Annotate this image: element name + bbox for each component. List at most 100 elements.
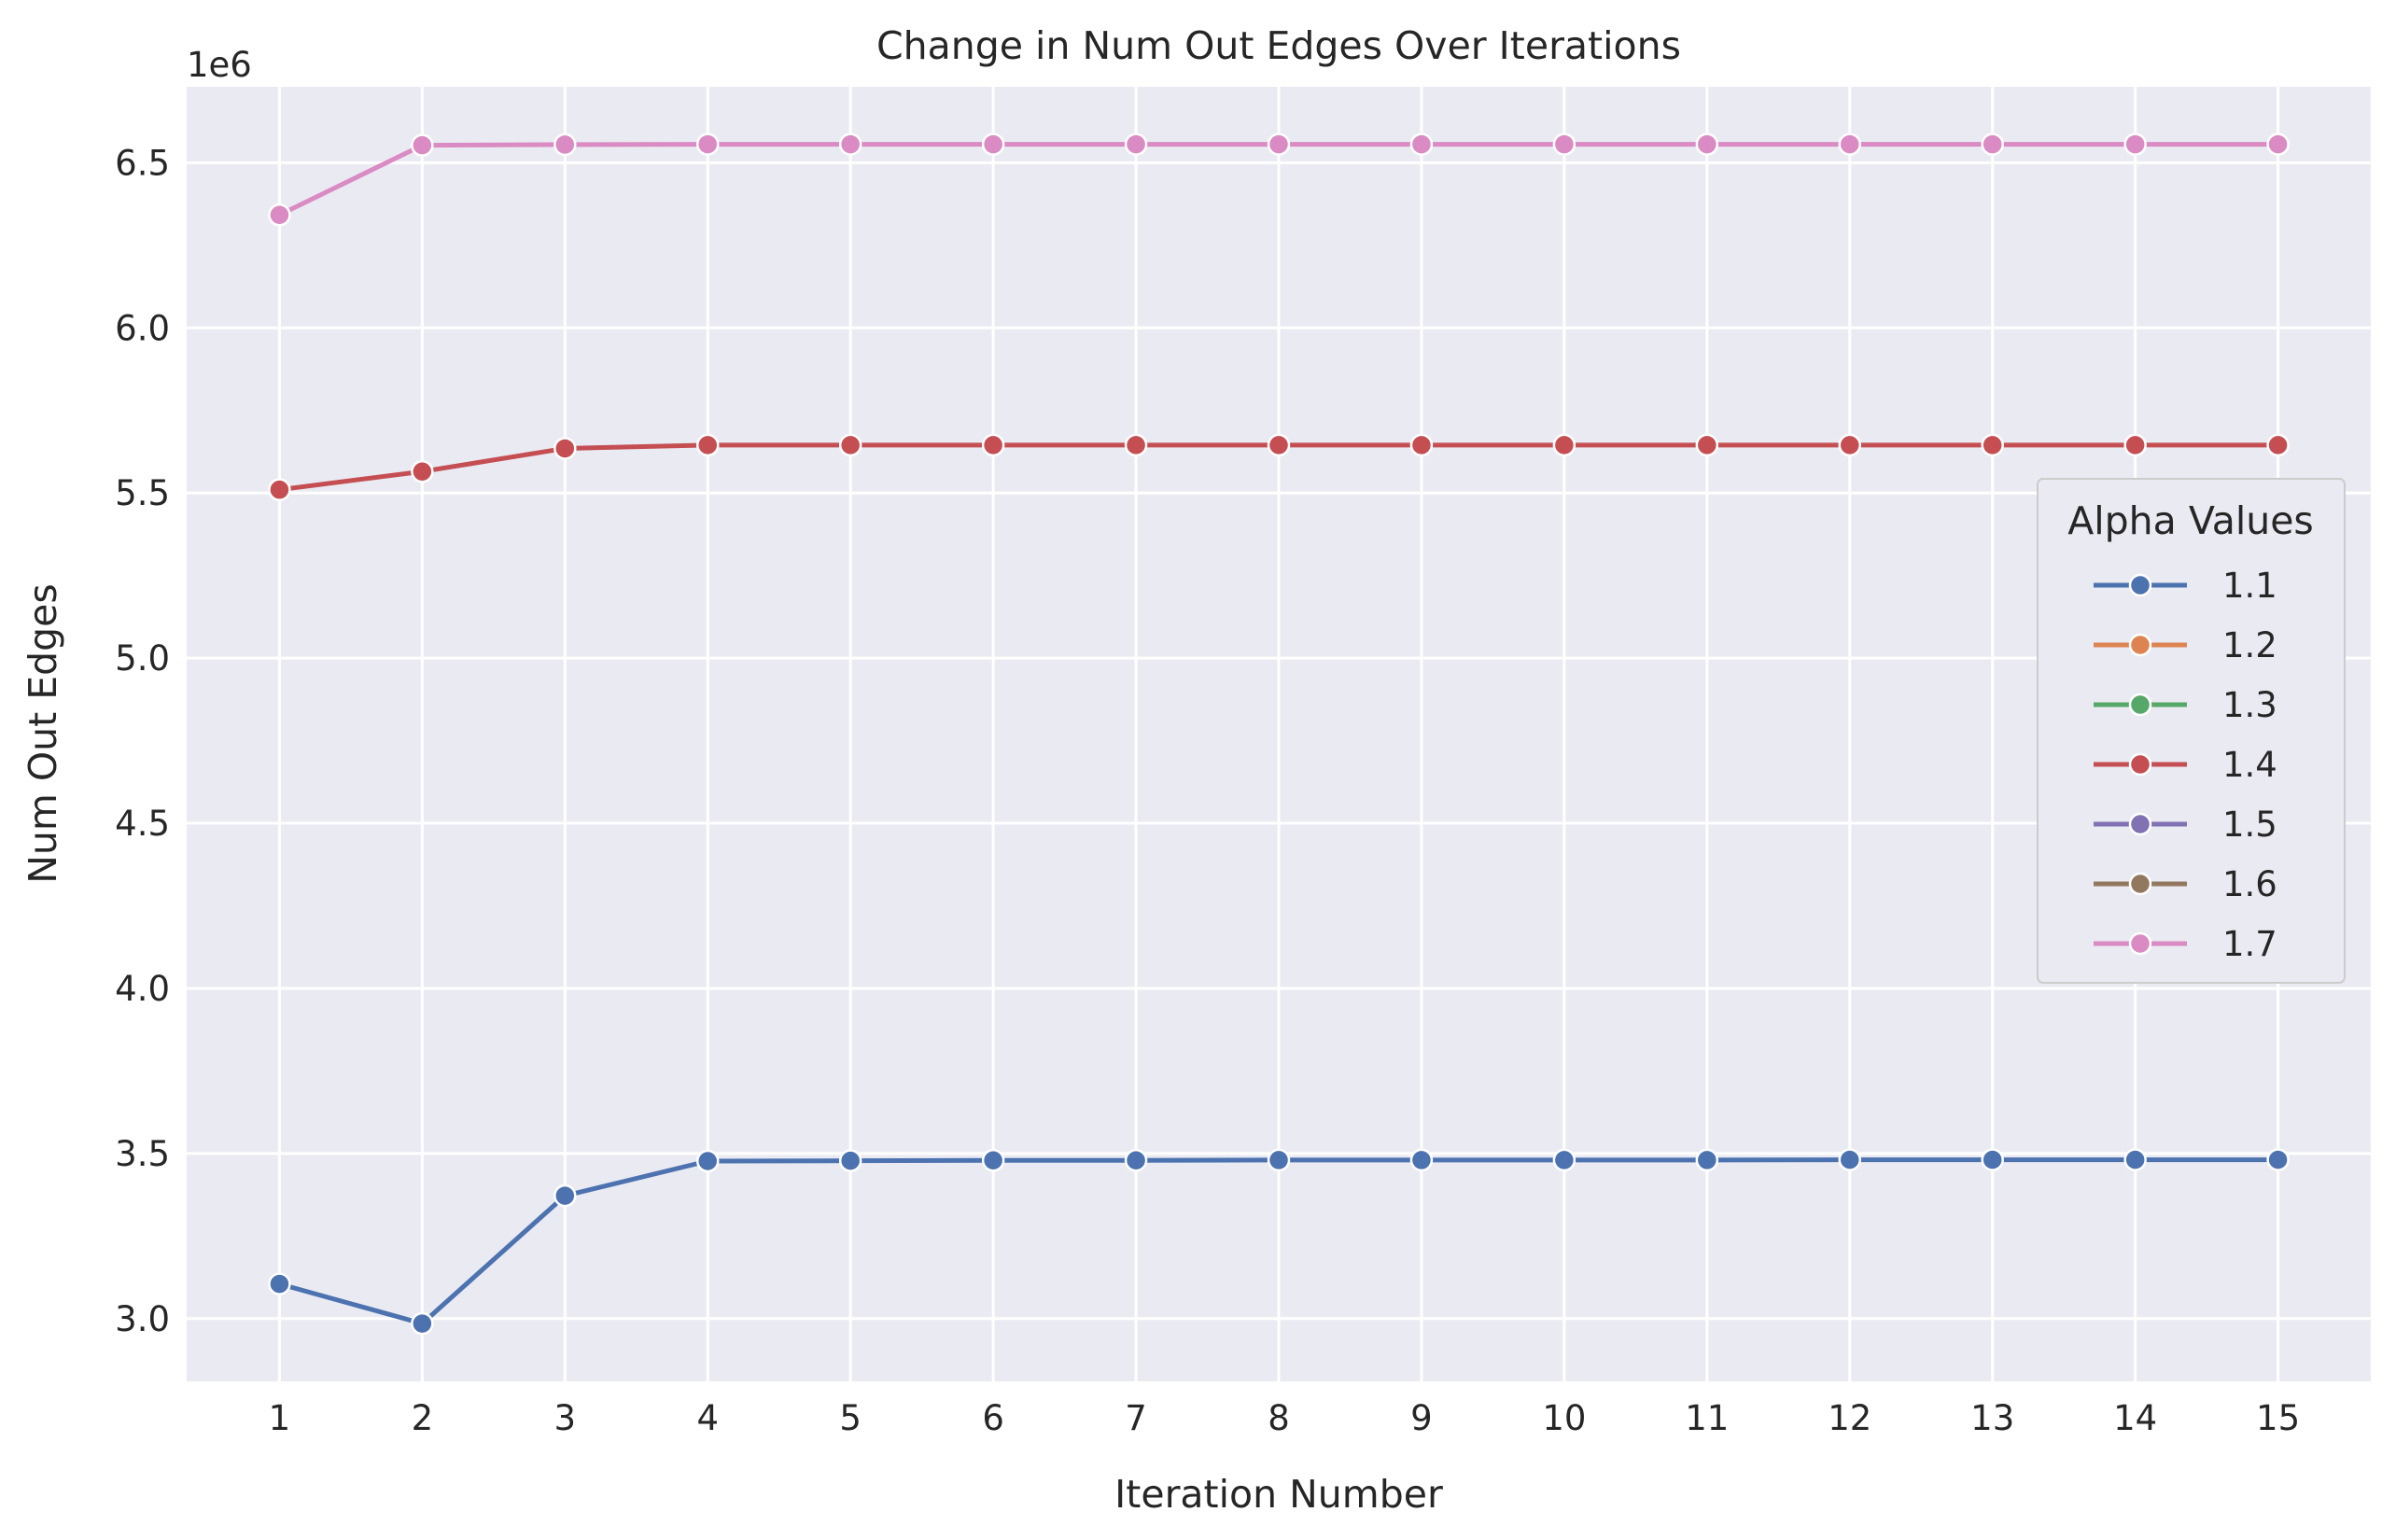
data-point <box>838 133 862 156</box>
data-point <box>1981 133 2004 156</box>
data-point <box>268 203 291 227</box>
data-point <box>2266 1148 2290 1171</box>
x-tick-label: 3 <box>554 1398 577 1438</box>
legend-item[interactable]: 1.7 <box>2094 924 2277 964</box>
data-point <box>1409 1148 1434 1172</box>
x-tick-label: 6 <box>982 1398 1004 1438</box>
legend-item[interactable]: 1.2 <box>2094 625 2277 665</box>
series-1.1 <box>268 1148 2290 1336</box>
x-tick-label: 9 <box>1410 1398 1433 1438</box>
data-point <box>1124 133 1148 156</box>
legend-marker <box>2128 693 2152 717</box>
data-point <box>838 1149 862 1172</box>
data-point <box>553 1183 577 1208</box>
y-axis-label: Num Out Edges <box>21 583 65 884</box>
data-point <box>838 433 862 457</box>
data-point <box>553 437 577 460</box>
series-1.4 <box>268 433 2290 501</box>
legend-label: 1.1 <box>2222 566 2277 606</box>
legend-label: 1.5 <box>2222 805 2277 845</box>
legend-item[interactable]: 1.1 <box>2094 566 2277 606</box>
x-tick-label: 4 <box>696 1398 719 1438</box>
data-point <box>1695 433 1719 457</box>
legend-marker <box>2128 633 2152 657</box>
x-tick-labels: 1 2 3 4 5 6 7 8 9 10 11 12 13 14 15 <box>269 1398 2300 1438</box>
data-point <box>1124 433 1148 457</box>
data-point <box>1267 433 1291 457</box>
legend-marker <box>2128 931 2152 956</box>
data-point <box>1838 1148 1862 1171</box>
y-tick-label: 4.5 <box>115 804 170 844</box>
data-point <box>411 133 434 157</box>
x-tick-label: 1 <box>269 1398 291 1438</box>
legend[interactable]: Alpha Values 1.1 1.2 1.3 1.4 1.5 1.6 1.7 <box>2037 478 2346 984</box>
data-point <box>268 478 291 501</box>
legend-box <box>2037 478 2346 984</box>
legend-item[interactable]: 1.4 <box>2094 745 2277 785</box>
data-point <box>2266 133 2290 156</box>
data-point <box>981 1149 1005 1172</box>
legend-marker <box>2128 872 2152 896</box>
data-point <box>1695 1148 1719 1172</box>
data-point <box>1552 433 1576 457</box>
data-point <box>695 133 720 156</box>
data-point <box>1124 1149 1148 1172</box>
data-point <box>2266 433 2290 457</box>
series-1.7 <box>268 133 2290 227</box>
legend-marker <box>2128 573 2152 597</box>
data-point <box>1552 1148 1576 1172</box>
x-tick-label: 10 <box>1542 1398 1586 1438</box>
legend-label: 1.6 <box>2222 864 2277 904</box>
data-point <box>695 433 720 457</box>
legend-title: Alpha Values <box>2067 498 2314 543</box>
data-point <box>1838 433 1862 457</box>
data-point <box>981 433 1005 457</box>
data-point <box>1267 1148 1291 1172</box>
data-point <box>1267 133 1291 156</box>
data-point <box>553 133 577 157</box>
data-point <box>2123 1148 2147 1171</box>
data-point <box>268 1272 291 1295</box>
chart-title: Change in Num Out Edges Over Iterations <box>876 23 1681 68</box>
x-tick-label: 15 <box>2256 1398 2300 1438</box>
data-point <box>1838 133 1862 156</box>
y-tick-label: 4.0 <box>115 969 170 1009</box>
x-axis-label: Iteration Number <box>1114 1472 1443 1517</box>
data-point <box>1981 1148 2004 1171</box>
x-tick-label: 14 <box>2113 1398 2157 1438</box>
data-point <box>1409 433 1434 457</box>
data-point <box>2123 433 2147 457</box>
x-tick-label: 5 <box>839 1398 862 1438</box>
data-point <box>695 1149 720 1173</box>
x-tick-label: 12 <box>1828 1398 1871 1438</box>
legend-label: 1.7 <box>2222 924 2277 964</box>
legend-label: 1.3 <box>2222 685 2277 725</box>
x-tick-label: 7 <box>1125 1398 1147 1438</box>
legend-label: 1.2 <box>2222 625 2277 665</box>
y-tick-label: 6.5 <box>115 143 170 183</box>
data-point <box>411 459 434 483</box>
data-point <box>1552 133 1576 156</box>
y-tick-label: 5.0 <box>115 638 170 679</box>
y-axis-offset-label: 1e6 <box>187 45 252 85</box>
legend-marker <box>2128 752 2152 777</box>
legend-item[interactable]: 1.5 <box>2094 805 2277 845</box>
legend-item[interactable]: 1.3 <box>2094 685 2277 725</box>
y-tick-label: 5.5 <box>115 473 170 513</box>
y-tick-label: 3.0 <box>115 1299 170 1339</box>
x-tick-label: 11 <box>1685 1398 1729 1438</box>
data-point <box>981 133 1005 156</box>
data-point <box>1695 133 1719 156</box>
x-tick-label: 2 <box>412 1398 434 1438</box>
x-tick-label: 8 <box>1268 1398 1290 1438</box>
legend-marker <box>2128 812 2152 836</box>
legend-item[interactable]: 1.6 <box>2094 864 2277 904</box>
y-tick-label: 6.0 <box>115 308 170 348</box>
y-tick-label: 3.5 <box>115 1134 170 1174</box>
data-point <box>411 1311 434 1336</box>
y-tick-labels: 3.0 3.5 4.0 4.5 5.0 5.5 6.0 6.5 <box>115 143 170 1338</box>
x-tick-label: 13 <box>1970 1398 2014 1438</box>
data-point <box>2123 133 2147 156</box>
data-point <box>1409 133 1434 156</box>
